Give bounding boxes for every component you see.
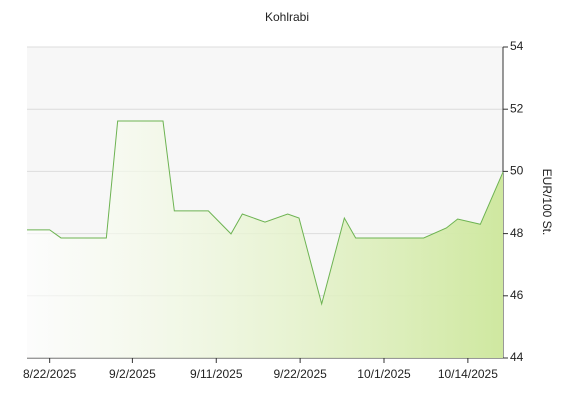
x-tick-label: 9/2/2025	[109, 367, 156, 381]
y-tick-label: 46	[510, 288, 524, 302]
y-tick-label: 50	[510, 164, 524, 178]
chart-title: Kohlrabi	[265, 10, 309, 24]
y-tick-label: 44	[510, 350, 524, 364]
area	[27, 121, 503, 358]
y-tick-label: 48	[510, 226, 524, 240]
x-tick-label: 10/14/2025	[438, 367, 498, 381]
y-axis-label: EUR/100 St.	[540, 169, 554, 236]
x-tick-label: 10/1/2025	[357, 367, 411, 381]
x-tick-label: 8/22/2025	[23, 367, 77, 381]
y-tick-label: 54	[510, 39, 524, 53]
y-tick-label: 52	[510, 101, 524, 115]
x-tick-label: 9/11/2025	[190, 367, 243, 381]
x-tick-label: 9/22/2025	[273, 367, 327, 381]
line	[27, 120, 504, 306]
